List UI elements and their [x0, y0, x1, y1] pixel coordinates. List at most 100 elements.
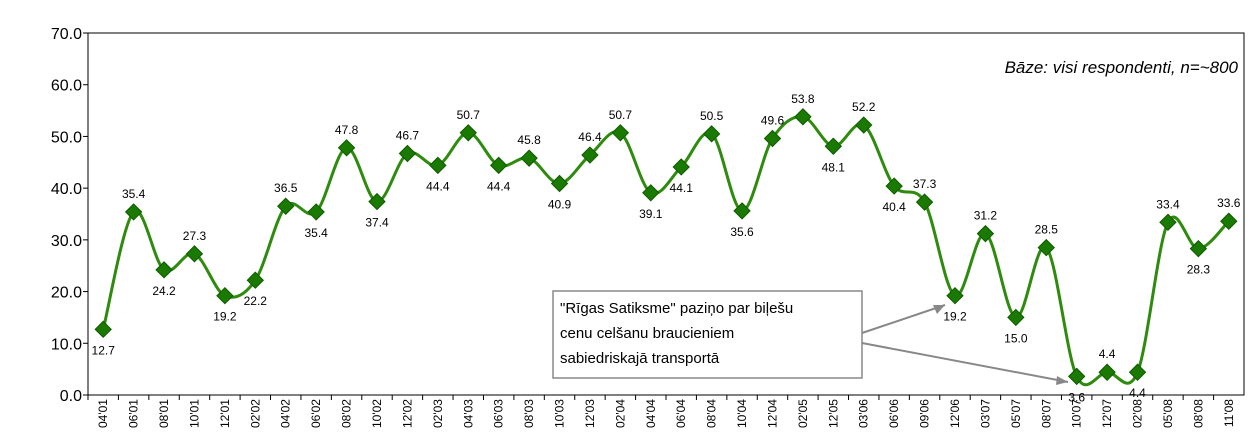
data-label: 53.8 — [791, 92, 815, 106]
annotation: sabiedriskajā transportā — [560, 350, 720, 367]
data-label: 36.5 — [274, 181, 298, 195]
marker — [429, 156, 447, 175]
marker — [124, 203, 143, 221]
data-label: 44.1 — [670, 181, 694, 195]
x-tick-label: 12'04 — [765, 399, 779, 428]
annotation-box — [552, 290, 863, 379]
y-tick-label: 0.0 — [60, 388, 82, 405]
x-tick-label: 08'07 — [1039, 399, 1053, 428]
marker — [1220, 212, 1238, 230]
data-label: 44.4 — [426, 179, 450, 193]
marker — [581, 146, 599, 164]
data-label: 37.4 — [365, 216, 389, 230]
x-tick-label: 10'07 — [1070, 399, 1084, 428]
data-label: 31.2 — [974, 209, 998, 223]
data-label: 45.8 — [517, 133, 541, 147]
marker — [155, 261, 173, 279]
data-label: 50.7 — [457, 108, 481, 122]
x-tick-label: 02'05 — [796, 399, 810, 428]
data-label: 40.4 — [882, 200, 906, 214]
y-tick-label: 30.0 — [51, 233, 82, 250]
marker — [794, 108, 812, 126]
marker — [489, 156, 508, 175]
x-tick-label: 04'01 — [96, 399, 110, 428]
marker — [611, 124, 630, 142]
y-tick-label: 50.0 — [51, 129, 82, 146]
arrow-head — [1056, 376, 1068, 385]
data-label: 24.2 — [152, 284, 176, 298]
marker — [277, 197, 295, 215]
marker — [185, 245, 204, 263]
x-tick-label: 08'04 — [705, 399, 719, 428]
x-tick-label: 06'02 — [309, 399, 323, 428]
x-tick-label: 02'08 — [1131, 399, 1145, 428]
marker — [307, 203, 325, 221]
data-label: 47.8 — [335, 123, 359, 137]
x-tick-label: 12'01 — [218, 399, 232, 428]
x-tick-label: 08'08 — [1191, 399, 1205, 428]
marker — [216, 287, 234, 305]
x-tick-label: 06'04 — [674, 399, 688, 428]
data-label: 27.3 — [183, 229, 207, 243]
x-tick-label: 12'02 — [400, 399, 414, 428]
x-tick-label: 10'03 — [553, 399, 567, 428]
marker — [855, 116, 873, 134]
marker — [1067, 367, 1086, 386]
marker — [1128, 363, 1147, 381]
x-tick-label: 05'08 — [1161, 399, 1175, 428]
x-tick-label: 04'04 — [644, 399, 658, 428]
arrow — [861, 342, 1069, 383]
marker — [459, 124, 477, 142]
data-label: 39.1 — [639, 207, 663, 221]
x-tick-label: 04'02 — [279, 399, 293, 428]
marker — [1189, 239, 1208, 258]
y-tick-label: 40.0 — [51, 181, 82, 198]
data-label: 19.2 — [213, 310, 237, 324]
marker — [915, 193, 934, 211]
data-label: 50.7 — [609, 108, 633, 122]
data-label: 46.7 — [396, 128, 420, 142]
marker — [733, 202, 751, 220]
x-tick-label: 10'01 — [187, 399, 201, 428]
data-label: 49.6 — [761, 113, 785, 127]
data-label: 33.4 — [1156, 197, 1180, 211]
marker — [94, 320, 112, 339]
data-label: 15.0 — [1004, 331, 1028, 345]
x-tick-label: 11'08 — [1222, 399, 1236, 427]
base-note: Bāze: visi respondenti, n=~800 — [1005, 58, 1239, 77]
data-label: 35.4 — [304, 226, 328, 240]
data-label: 46.4 — [578, 130, 602, 144]
data-label: 40.9 — [548, 197, 572, 211]
x-tick-label: 05'07 — [1009, 399, 1023, 428]
x-tick-label: 04'03 — [461, 399, 475, 428]
data-label: 4.4 — [1129, 386, 1146, 400]
marker — [672, 158, 690, 176]
marker — [1007, 308, 1025, 327]
marker — [337, 139, 356, 157]
data-label: 48.1 — [822, 160, 846, 174]
marker — [1159, 213, 1177, 231]
arrow — [861, 304, 946, 334]
data-label: 19.2 — [943, 310, 967, 324]
x-tick-label: 08'01 — [157, 399, 171, 428]
y-tick-label: 60.0 — [51, 78, 82, 95]
annotation: cenu celšanu braucieniem — [560, 325, 734, 342]
data-label: 4.4 — [1099, 347, 1116, 361]
x-tick-label: 09'06 — [918, 399, 932, 428]
data-label: 33.6 — [1217, 196, 1241, 210]
x-tick-label: 08'03 — [522, 399, 536, 428]
x-tick-label: 12'05 — [826, 399, 840, 428]
x-tick-label: 12'07 — [1100, 399, 1114, 428]
data-label: 3.6 — [1068, 390, 1085, 404]
marker — [550, 174, 569, 193]
x-tick-label: 02'03 — [431, 399, 445, 428]
data-label: 52.2 — [852, 100, 876, 114]
marker — [642, 184, 660, 202]
x-tick-label: 03'07 — [978, 399, 992, 428]
data-label: 35.4 — [122, 187, 146, 201]
x-tick-label: 03'06 — [857, 399, 871, 428]
x-tick-label: 02'04 — [613, 399, 627, 428]
marker — [246, 271, 265, 289]
x-tick-label: 10'04 — [735, 399, 749, 428]
